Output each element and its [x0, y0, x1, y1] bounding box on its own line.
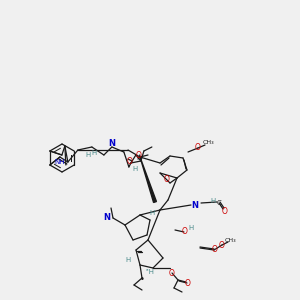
Polygon shape — [140, 157, 156, 202]
Text: H: H — [85, 152, 91, 158]
Text: H: H — [149, 210, 154, 216]
Text: H: H — [125, 257, 130, 263]
Text: H: H — [132, 166, 137, 172]
Text: H: H — [91, 150, 97, 156]
Text: O: O — [222, 206, 228, 215]
Text: ''H: ''H — [146, 269, 154, 275]
Text: O: O — [182, 227, 188, 236]
Text: O: O — [169, 268, 175, 278]
Text: C: C — [217, 200, 221, 206]
Text: NH: NH — [55, 159, 65, 165]
Text: •: • — [140, 275, 144, 284]
Text: O: O — [185, 278, 191, 287]
Text: O: O — [219, 241, 225, 250]
Text: O: O — [195, 143, 201, 152]
Text: CH₃: CH₃ — [202, 140, 214, 146]
Text: H: H — [210, 198, 216, 204]
Text: N: N — [108, 139, 116, 148]
Text: O: O — [127, 157, 133, 166]
Text: H: H — [188, 225, 194, 231]
Text: N: N — [191, 200, 199, 209]
Text: •: • — [137, 154, 141, 158]
Text: N: N — [103, 214, 110, 223]
Text: O: O — [212, 245, 218, 254]
Text: O: O — [136, 152, 142, 160]
Text: O: O — [164, 176, 170, 184]
Text: CH₃: CH₃ — [224, 238, 236, 242]
